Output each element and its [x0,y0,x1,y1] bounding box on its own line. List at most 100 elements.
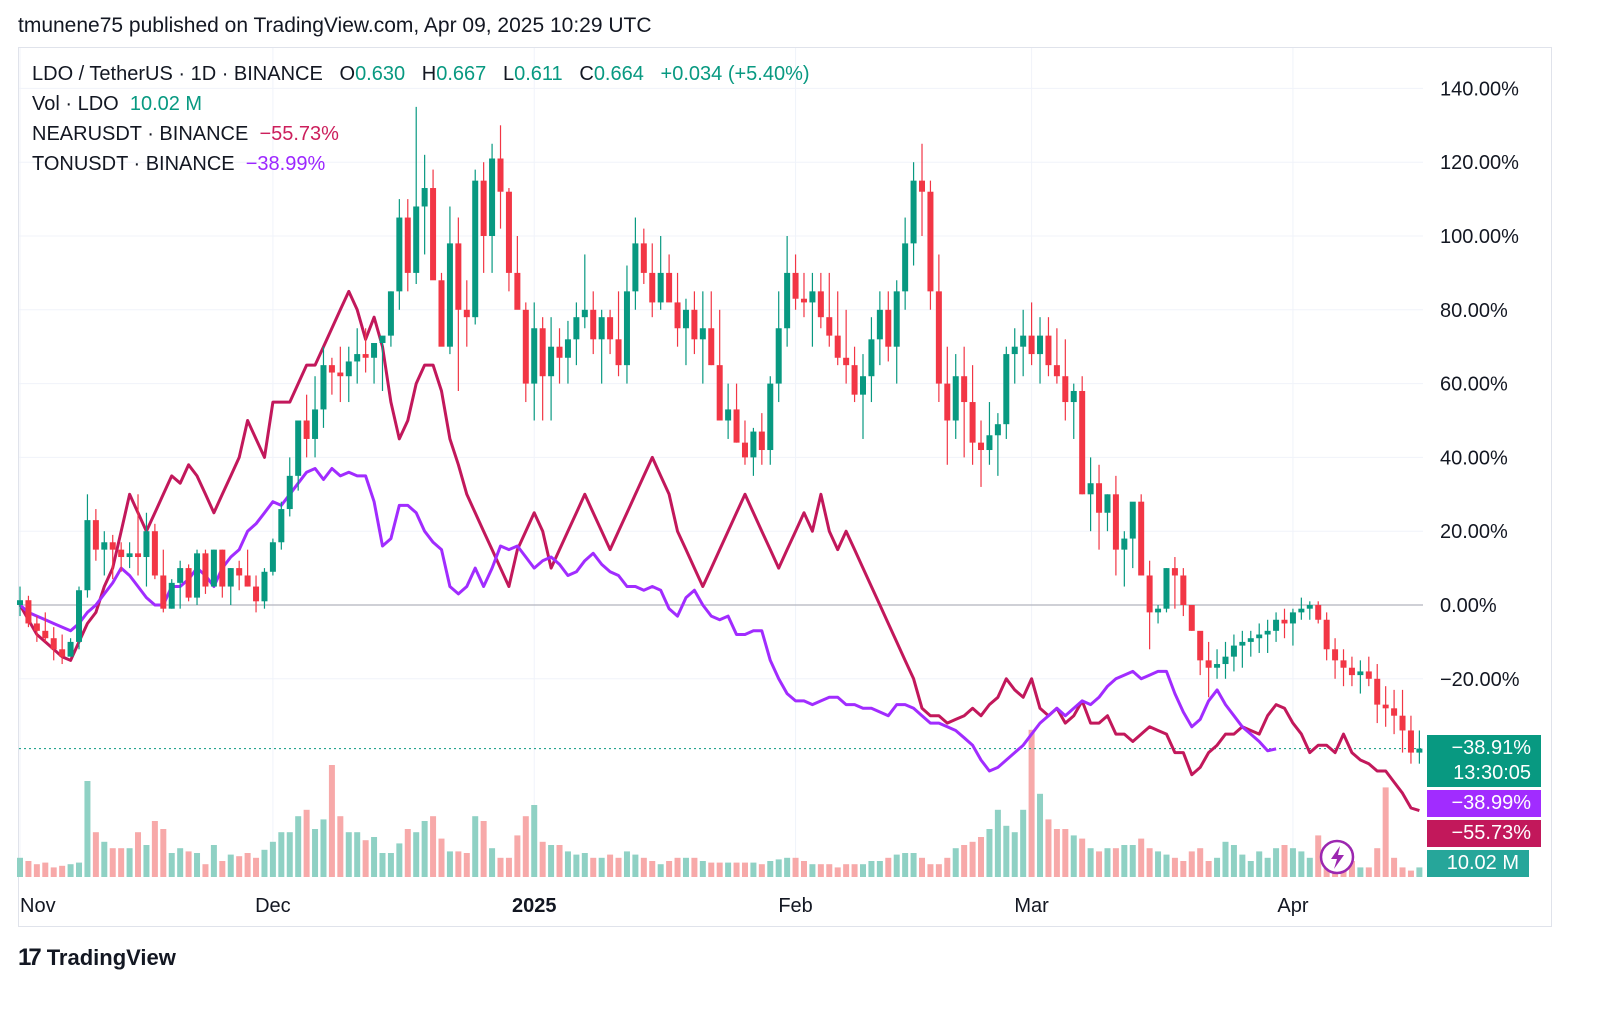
volume-bar [699,861,706,877]
volume-bar [126,848,133,877]
candle-body [312,409,319,439]
volume-bar [590,857,597,877]
volume-bar [151,821,158,877]
volume-bar [615,857,622,877]
candle-body [1163,568,1170,609]
volume-bar [25,861,32,877]
candle-body [978,442,985,451]
volume-bar [1374,848,1381,877]
candle-body [944,383,951,421]
volume-bar [168,853,175,877]
candle [67,638,74,657]
near-price-tag: −55.73% [1427,820,1541,847]
volume-bar [556,845,563,877]
candle-body [615,339,622,366]
candle [817,272,824,329]
candle-body [548,346,555,377]
candle [893,280,900,384]
volume-bar [42,862,49,877]
volume-bar [876,861,883,877]
candle [497,125,504,229]
legend-symbol[interactable]: LDO / TetherUS · 1D · BINANCE [32,63,323,85]
candle-body [387,291,394,336]
candle [1138,494,1145,576]
candle [50,627,57,661]
volume-bar [1306,857,1313,877]
candle-body [303,420,310,439]
candle-body [76,590,83,642]
candle [775,291,782,403]
volume-bar [1037,793,1044,877]
candle-body [337,372,344,377]
candle [126,542,133,569]
candle [286,457,293,517]
volume-bar [455,851,462,877]
candle [885,291,892,362]
candle-body [421,188,428,207]
legend-volume-label[interactable]: Vol · LDO [32,93,119,115]
legend-ton-label[interactable]: TONUSDT · BINANCE [32,153,235,175]
volume-bar [472,816,479,877]
volume-bar [952,848,959,877]
candle-body [168,582,175,609]
candle [1129,501,1136,569]
candle [1315,601,1322,624]
candle-body [868,339,875,377]
candle [1205,641,1212,698]
candle-body [952,376,959,421]
candle-body [84,520,91,591]
candle-body [809,291,816,303]
volume-bar [978,837,985,877]
volume-bar [1112,848,1119,877]
candle [784,236,791,347]
volume-bar [1298,851,1305,877]
candle [590,291,597,355]
candle [185,564,192,602]
candle [33,616,40,642]
candle-body [1264,630,1271,635]
candle [539,317,546,421]
candle-body [1188,605,1195,631]
candle-body [236,568,243,576]
candle [177,560,184,609]
candle-body [371,343,378,358]
candle-body [1011,346,1018,355]
lightning-icon[interactable] [1319,839,1355,875]
candle [455,217,462,391]
volume-bar [843,864,850,877]
volume-bar [269,841,276,877]
candle-body [767,383,774,451]
candle [413,106,420,284]
candle-body [126,553,133,558]
candle [1214,649,1221,679]
volume-bar [1348,861,1355,877]
candle-body [1374,678,1381,705]
candle [581,254,588,329]
candle [1256,623,1263,653]
candle-body [109,542,116,550]
candle-body [1171,568,1178,576]
volume-bar [564,851,571,877]
volume-bar [1357,867,1364,877]
legend-near-label[interactable]: NEARUSDT · BINANCE [32,123,249,145]
volume-bar [413,832,420,877]
footer-brand[interactable]: 17 TradingView [18,944,176,972]
candle-body [1340,660,1347,668]
volume-bar [809,864,816,877]
volume-bar [784,857,791,877]
candle-body [135,553,142,558]
volume-bar [320,819,327,877]
candle-body [876,309,883,340]
volume-bar [59,865,66,877]
volume-bar [446,851,453,877]
candle-body [1045,335,1052,366]
candle [1247,630,1254,657]
candle-body [1315,605,1322,620]
candle [1003,346,1010,439]
candle [800,272,807,318]
volume-bar [1214,857,1221,877]
candle [320,346,327,428]
candle [92,509,99,561]
volume-bar [210,845,217,877]
